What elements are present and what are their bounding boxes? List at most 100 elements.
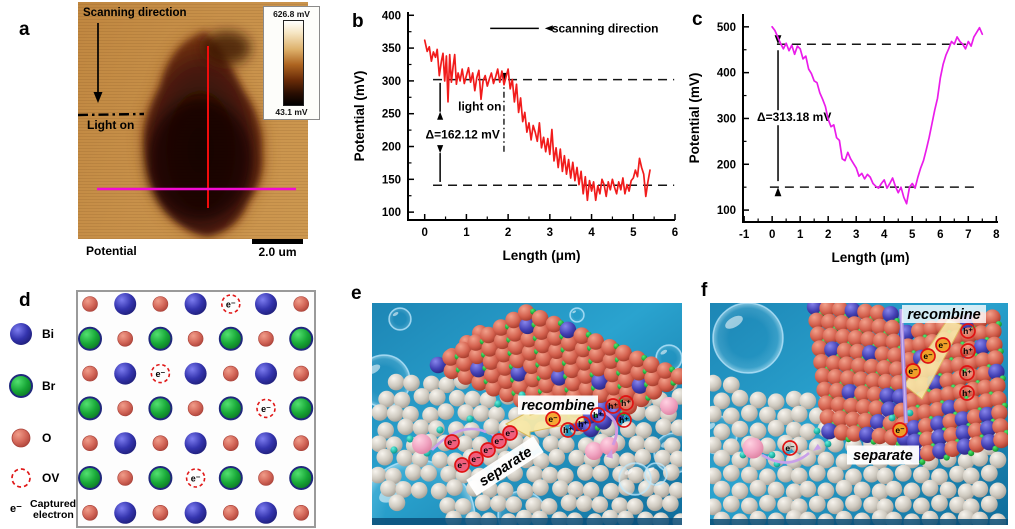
red-sphere [885,333,902,350]
red-sphere [992,418,1008,435]
gray-sphere [644,436,661,453]
gray-sphere [894,495,912,513]
panel-label-c: c [692,9,703,30]
red-sphere [538,376,555,394]
o-atom [82,505,98,521]
red-sphere [942,413,959,430]
y-tick-label: 100 [717,205,736,217]
red-sphere [912,336,929,353]
gray-sphere [568,449,585,467]
gray-sphere [378,390,395,408]
blue-sphere [931,429,948,446]
gray-sphere [412,419,430,436]
gray-sphere [749,391,767,409]
gray-sphere [980,495,998,513]
bi-atom [255,432,277,455]
gray-sphere [397,418,414,436]
red-sphere [966,409,984,426]
charge-ring [905,363,921,379]
red-sphere [874,346,891,363]
scan-arrow-head [93,92,103,103]
teal-sphere [466,415,474,423]
gray-sphere [439,497,456,514]
gray-sphere [741,497,758,515]
x-tick-label: -1 [739,229,750,241]
red-sphere [656,362,674,379]
gray-sphere [446,479,463,496]
colorbar-min-label: 43.1 mV [275,107,308,117]
blue-sphere [979,406,996,424]
charge-label: h⁺ [963,326,973,336]
red-sphere [950,356,967,374]
blue-sphere [824,341,841,358]
water-bottom-strip [372,518,682,525]
red-sphere [975,352,992,369]
arrow-head [606,449,613,459]
red-sphere [617,371,635,388]
gray-sphere [474,494,492,512]
red-sphere [485,379,502,397]
charge-label: h⁺ [963,346,973,356]
recombine-label: recombine [518,395,598,415]
x-tick-label: 4 [881,229,888,241]
gray-sphere [483,418,500,436]
teal-sphere [406,435,414,443]
bi-atom [10,323,32,345]
gray-sphere [710,436,722,454]
blue-sphere [470,360,487,378]
gray-sphere [710,467,722,485]
blue-sphere [519,317,536,335]
y-tick-label: 350 [382,43,401,55]
captured-electron-label: e⁻ [261,404,271,414]
gray-sphere [396,449,413,467]
pink-sphere [412,434,432,454]
charge-ring [590,407,606,423]
charge-label: e⁻ [923,351,933,361]
red-sphere [991,404,1008,421]
red-sphere [499,385,516,403]
gray-sphere [386,405,404,422]
gray-sphere [540,498,558,515]
blue-sphere [881,401,898,418]
gray-sphere [628,435,646,453]
gray-sphere [387,373,405,391]
o-atom [82,435,98,451]
x-tick-label: 6 [937,229,943,241]
charge-ring [960,343,976,359]
gray-sphere [577,464,594,481]
x-tick-label: 0 [421,227,427,239]
x-tick-label: 2 [825,229,831,241]
red-sphere [537,363,554,380]
gray-sphere [526,465,543,483]
red-sphere [564,374,582,392]
red-sphere [511,378,529,395]
x-axis-title: Length (μm) [503,248,581,263]
data-series-line [771,25,984,205]
gray-sphere [635,422,652,439]
legend-caption-line2: electron [33,509,74,521]
teal-sphere [824,440,832,448]
red-sphere [993,431,1008,449]
o-atom [152,296,169,312]
gray-sphere [505,496,523,513]
gray-sphere [582,482,600,499]
gray-sphere [777,496,794,514]
arrow-head [437,145,444,154]
gray-sphere [785,483,803,501]
red-sphere [877,373,895,391]
gray-sphere [663,437,681,454]
gray-sphere [713,449,731,467]
gray-sphere [835,479,853,497]
captured-electron-label: e⁻ [191,474,201,484]
gray-sphere [913,466,930,484]
red-sphere [533,323,550,340]
gray-sphere [634,448,652,466]
annotation-label: Δ=162.12 mV [426,128,500,142]
blue-sphere [981,434,998,451]
red-sphere [871,318,888,335]
gray-sphere [749,479,767,497]
chart-b-svg: 0 1 2 3 4 5 6 100 150 200 250 300 350 400 Length (μm) P… [352,10,678,263]
gray-sphere [731,482,749,500]
red-sphere [977,379,994,396]
